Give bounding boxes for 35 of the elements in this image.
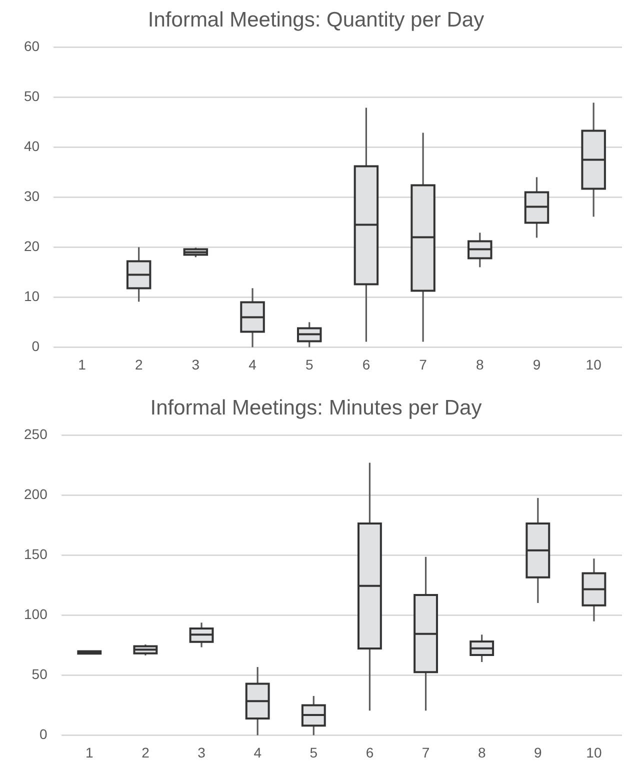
y-tick-label: 50 [24,88,40,104]
x-tick-label: 8 [478,744,486,760]
x-tick-label: 3 [192,356,200,372]
y-tick-label: 10 [24,288,40,304]
x-tick-label: 2 [142,744,150,760]
x-tick-label: 2 [134,356,143,372]
x-tick-label: 4 [248,356,257,372]
x-tick-label: 6 [366,744,374,760]
y-tick-label: 100 [24,606,48,622]
x-tick-label: 4 [254,744,262,760]
x-tick-label: 1 [78,356,86,372]
x-tick-label: 9 [534,744,542,760]
y-tick-label: 40 [24,138,40,154]
x-tick-label: 5 [310,744,318,760]
y-tick-label: 20 [24,238,40,254]
y-tick-label: 30 [24,188,40,204]
x-tick-label: 1 [85,744,94,760]
x-tick-label: 10 [586,744,602,760]
x-tick-label: 5 [305,356,314,372]
y-tick-label: 50 [32,666,48,682]
x-tick-label: 7 [422,744,430,760]
chart-title: Informal Meetings: Quantity per Day [148,8,485,32]
x-tick-label: 9 [532,356,541,372]
chart-title: Informal Meetings: Minutes per Day [150,396,482,420]
x-tick-label: 10 [586,356,602,372]
x-tick-label: 3 [198,744,206,760]
y-tick-label: 0 [40,726,48,742]
y-tick-label: 0 [32,338,40,354]
x-tick-label: 8 [476,356,484,372]
y-tick-label: 150 [24,546,48,562]
y-tick-label: 250 [24,426,48,442]
x-tick-label: 6 [362,356,370,372]
y-tick-label: 200 [24,486,48,502]
y-tick-label: 60 [24,38,40,54]
x-tick-label: 7 [419,356,428,372]
